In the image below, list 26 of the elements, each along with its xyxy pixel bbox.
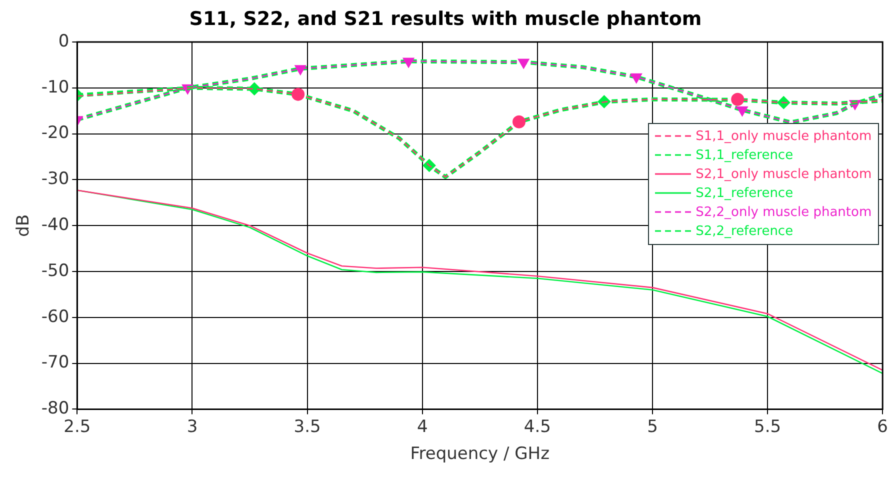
y-tick-label: -70	[41, 352, 70, 373]
x-tick-label: 6	[877, 416, 888, 437]
x-tick-label: 5	[647, 416, 658, 437]
x-tick-label: 4	[416, 416, 428, 437]
legend-label: S1,1_reference	[696, 146, 794, 165]
y-tick-label: -40	[41, 215, 70, 236]
y-tick-label: -20	[41, 123, 70, 144]
legend-label: S2,1_reference	[696, 184, 794, 203]
x-tick-label: 5.5	[754, 416, 782, 437]
legend-label: S2,2_only muscle phantom	[696, 204, 872, 222]
legend-label: S2,2_reference	[696, 222, 794, 241]
y-tick-label: 0	[58, 31, 70, 52]
legend-label: S1,1_only muscle phantom	[696, 128, 872, 146]
legend-label: S2,1_only muscle phantom	[696, 166, 872, 184]
x-tick-label: 3	[186, 416, 198, 437]
y-tick-label: -60	[41, 306, 70, 327]
y-axis-title: dB	[14, 214, 34, 237]
y-tick-label: -80	[41, 398, 70, 419]
y-tick-label: -10	[41, 77, 70, 98]
y-tick-label: -50	[41, 260, 70, 281]
x-tick-label: 2.5	[64, 416, 91, 437]
x-tick-label: 3.5	[294, 416, 321, 437]
x-tick-label: 4.5	[524, 416, 551, 437]
x-axis-title: Frequency / GHz	[410, 444, 550, 464]
chart-title: S11, S22, and S21 results with muscle phantom	[188, 8, 703, 30]
y-tick-label: -30	[41, 169, 70, 190]
